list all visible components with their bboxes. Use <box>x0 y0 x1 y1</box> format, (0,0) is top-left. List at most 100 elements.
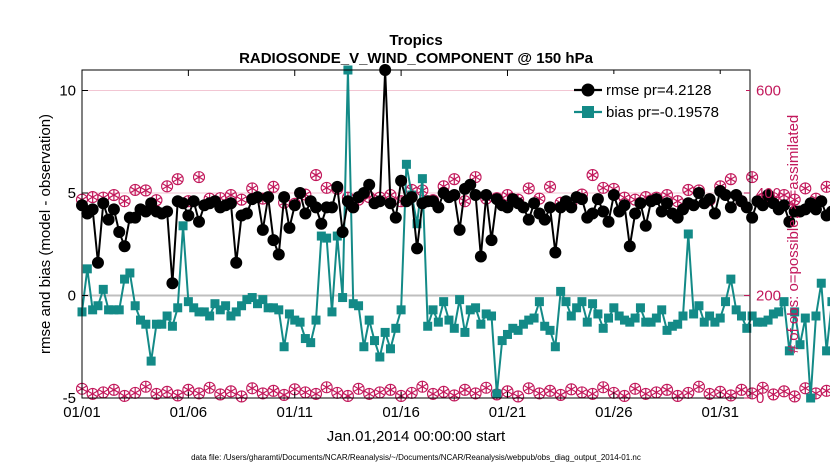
obs-assimilated-lower <box>544 385 556 397</box>
obs-assimilated-lower <box>768 388 779 400</box>
obs-assimilated-lower <box>736 384 747 396</box>
obs-assimilated-upper <box>449 173 460 185</box>
obs-assimilated-upper-stroke <box>108 191 119 199</box>
obs-assimilated-lower <box>747 387 758 399</box>
obs-assimilated-lower-stroke <box>778 388 790 395</box>
bias-point <box>779 297 789 307</box>
bias-point <box>300 334 310 344</box>
bias-point <box>295 317 305 327</box>
obs-assimilated-upper-stroke <box>140 187 151 194</box>
bias-point <box>545 325 555 335</box>
x-ticks: 01/01 01/06 01/11 01/16 01/21 01/26 01/31 <box>63 70 739 421</box>
bias-point <box>715 313 725 323</box>
rmse-point <box>299 207 312 220</box>
obs-assimilated-upper-stroke <box>544 183 556 191</box>
obs-assimilated-upper <box>236 194 247 206</box>
obs-assimilated-upper-stroke <box>321 184 332 192</box>
obs-assimilated-lower <box>725 389 736 401</box>
obs-assimilated-lower <box>661 384 673 396</box>
rmse-point <box>325 201 338 214</box>
obs-assimilated-upper-stroke <box>449 175 460 183</box>
bias-point <box>247 293 257 303</box>
y-axis-label-right: # of obs: o=possible; ∗=assimilated <box>785 115 802 354</box>
bias-point <box>742 323 752 333</box>
bias-point <box>263 303 273 313</box>
rmse-point <box>602 215 615 228</box>
obs-assimilated-lower <box>459 384 470 396</box>
bias-point <box>582 317 592 327</box>
rmse-point <box>411 242 424 255</box>
obs-assimilated-lower-stroke <box>215 391 226 398</box>
rmse-point <box>565 201 578 214</box>
obs-assimilated-upper-stroke <box>236 196 247 203</box>
rmse-point <box>262 191 275 204</box>
bias-point <box>162 311 172 321</box>
bias-point <box>136 315 146 325</box>
rmse-point <box>474 250 487 263</box>
bias-point <box>619 315 629 325</box>
bias-point <box>364 315 374 325</box>
rmse-point <box>825 205 830 218</box>
bias-point <box>354 301 364 311</box>
bias-point <box>811 311 821 321</box>
obs-assimilated-lower-stroke <box>193 390 205 397</box>
rmse-point <box>331 180 344 193</box>
obs-assimilated-lower-stroke <box>162 388 173 396</box>
obs-assimilated-lower-stroke <box>438 388 449 396</box>
legend: rmse pr=4.2128 bias pr=-0.19578 <box>574 74 746 124</box>
rmse-point <box>607 189 620 202</box>
obs-assimilated-upper-stroke <box>268 183 279 191</box>
obs-assimilated-lower <box>225 385 236 397</box>
obs-assimilated-lower-stroke <box>661 386 673 394</box>
obs-assimilated-lower-stroke <box>459 386 470 394</box>
bias-point <box>88 305 98 315</box>
rmse-point <box>469 189 482 202</box>
rmse-point <box>224 197 237 210</box>
bias-point <box>348 299 358 309</box>
obs-assimilated-lower-stroke <box>810 390 822 397</box>
bias-point <box>465 305 475 315</box>
bias-point <box>82 264 92 274</box>
rmse-point <box>464 178 477 191</box>
y-tick-label: 0 <box>68 288 76 305</box>
bias-point <box>550 342 560 352</box>
rmse-point <box>485 234 498 247</box>
bias-point <box>316 231 326 241</box>
obs-assimilated-lower <box>108 384 119 396</box>
bias-point <box>327 307 337 317</box>
rmse-point <box>783 215 796 228</box>
obs-assimilated-lower <box>268 385 279 397</box>
bias-point <box>167 321 177 331</box>
bias-point <box>497 336 507 346</box>
obs-assimilated-lower <box>353 383 364 395</box>
rmse-point <box>756 199 769 212</box>
bias-point <box>561 297 571 307</box>
obs-assimilated-lower <box>385 384 396 396</box>
obs-assimilated-lower <box>470 387 481 399</box>
obs-assimilated-lower-stroke <box>385 386 396 394</box>
obs-assimilated-lower-stroke <box>279 391 290 399</box>
obs-assimilated-lower <box>630 383 641 395</box>
bias-point <box>428 305 438 315</box>
obs-assimilated-lower-stroke <box>87 390 98 398</box>
bias-point <box>449 323 459 333</box>
rmse-point <box>740 201 753 214</box>
obs-assimilated-upper-stroke <box>162 183 173 190</box>
bias-point <box>237 301 247 311</box>
rmse-point <box>294 187 307 199</box>
obs-assimilated-upper-stroke <box>119 197 130 205</box>
obs-assimilated-upper <box>310 169 322 181</box>
bias-point <box>130 301 140 311</box>
bias-point <box>683 229 693 239</box>
obs-assimilated-lower <box>800 382 811 394</box>
obs-assimilated-lower-stroke <box>800 384 811 392</box>
obs-assimilated-upper-stroke <box>459 197 470 205</box>
bias-point <box>471 303 481 313</box>
obs-assimilated-upper <box>193 171 205 183</box>
bias-point <box>370 336 380 346</box>
bias-point <box>667 321 677 331</box>
obs-assimilated-lower <box>438 386 449 398</box>
bias-point <box>822 346 830 356</box>
obs-assimilated-lower-stroke <box>715 388 726 396</box>
